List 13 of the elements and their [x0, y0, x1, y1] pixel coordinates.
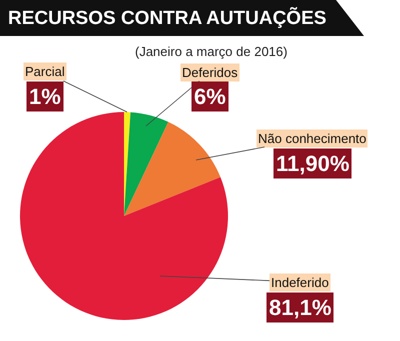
slice-label: Indeferido	[271, 275, 329, 290]
slice-label: Não conhecimento	[258, 131, 366, 146]
data-label: 1%	[29, 84, 61, 109]
pie-slice	[124, 122, 220, 216]
data-label: 81,1%	[269, 295, 332, 320]
pie-slice	[124, 112, 168, 216]
data-label: 6%	[194, 84, 226, 109]
slice-label: Deferidos	[182, 65, 238, 80]
slice-label: Parcial	[25, 64, 65, 79]
pie-slice	[20, 112, 228, 320]
data-label: 11,90%	[276, 151, 350, 176]
chart-subtitle: (Janeiro a março de 2016)	[135, 44, 288, 59]
chart-title: RECURSOS CONTRA AUTUAÇÕES	[8, 7, 326, 29]
